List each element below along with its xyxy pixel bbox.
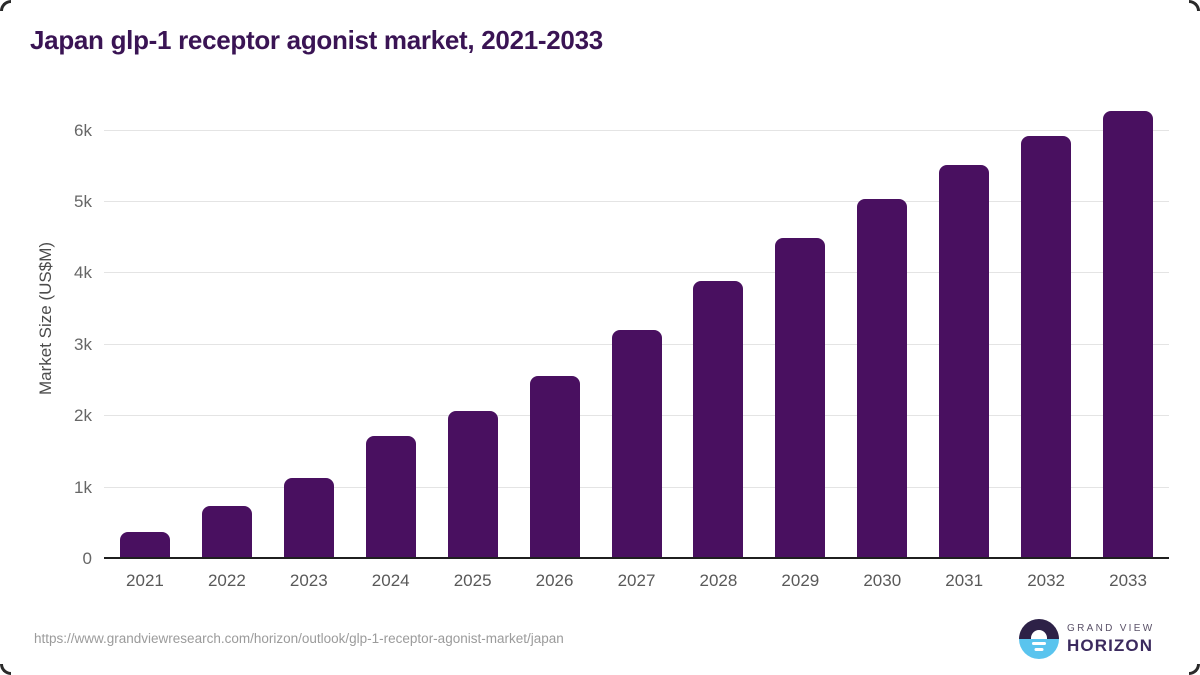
source-url: https://www.grandviewresearch.com/horizo…	[34, 631, 564, 646]
x-tick-label-2024: 2024	[371, 571, 410, 590]
horizon-sun-icon-sky	[1019, 619, 1059, 639]
bar-2021[interactable]	[119, 532, 170, 557]
x-tick-label-2031: 2031	[945, 571, 984, 590]
bar-2022[interactable]	[201, 505, 252, 557]
x-tick-label-2023: 2023	[289, 571, 328, 590]
bar-2029[interactable]	[775, 237, 826, 557]
x-tick-label-2028: 2028	[699, 571, 738, 590]
bar-2033[interactable]	[1103, 110, 1154, 557]
x-tick-label-2032: 2032	[1027, 571, 1066, 590]
x-tick-label-2026: 2026	[535, 571, 574, 590]
x-tick-label-2021: 2021	[126, 571, 164, 590]
y-tick-label-3k: 3k	[74, 334, 92, 354]
y-tick-label-5k: 5k	[74, 191, 92, 211]
gridline-6k	[104, 129, 1169, 131]
y-tick-label-4k: 4k	[74, 263, 92, 283]
plot-area	[104, 102, 1169, 559]
x-tick-label-2022: 2022	[207, 571, 246, 590]
gridline-4k	[104, 272, 1169, 274]
bar-2026[interactable]	[529, 375, 580, 557]
x-tick-label-2027: 2027	[617, 571, 656, 590]
bar-2025[interactable]	[447, 410, 498, 557]
x-tick-label-2029: 2029	[781, 571, 820, 590]
logo-product-name: HORIZON	[1067, 635, 1154, 655]
logo-brand-name: GRAND VIEW	[1067, 622, 1155, 634]
x-tick-label-2025: 2025	[453, 571, 492, 590]
x-tick-label-2030: 2030	[863, 571, 902, 590]
card-corner-bottom-right	[1189, 664, 1200, 675]
horizon-sun-icon-reflection-1	[1032, 642, 1046, 645]
card-corner-top-right	[1189, 0, 1200, 11]
horizon-sun-icon	[1019, 619, 1059, 659]
grand-view-horizon-logo[interactable]: GRAND VIEW HORIZON	[1019, 618, 1154, 660]
chart-title: Japan glp-1 receptor agonist market, 202…	[30, 25, 603, 55]
horizon-sun-icon-reflection-2	[1034, 648, 1044, 651]
gridline-5k	[104, 200, 1169, 202]
card-corner-top-left	[0, 0, 11, 11]
x-axis-line	[104, 557, 1169, 559]
bar-2032[interactable]	[1021, 135, 1072, 557]
y-tick-label-0: 0	[82, 549, 92, 568]
bar-2024[interactable]	[365, 435, 416, 557]
bar-2030[interactable]	[857, 199, 908, 557]
y-tick-label-1k: 1k	[74, 477, 92, 497]
bar-2023[interactable]	[283, 478, 334, 557]
x-tick-label-2033: 2033	[1109, 571, 1147, 590]
card-corner-bottom-left	[0, 664, 11, 675]
bar-2027[interactable]	[611, 329, 662, 557]
logo-text: GRAND VIEW HORIZON	[1067, 623, 1154, 656]
bar-2028[interactable]	[693, 281, 744, 557]
bar-2031[interactable]	[939, 164, 990, 557]
y-tick-label-2k: 2k	[74, 406, 92, 426]
y-tick-label-6k: 6k	[74, 120, 92, 140]
x-axis-tick-labels: 2021 2022 2023 2024 2025 2026 2027 2028 2029 2030…	[104, 571, 1169, 595]
horizon-sun-icon-sun	[1031, 630, 1047, 639]
y-axis-tick-labels: 0 1k 2k 3k 4k 5k 6k	[0, 102, 96, 568]
